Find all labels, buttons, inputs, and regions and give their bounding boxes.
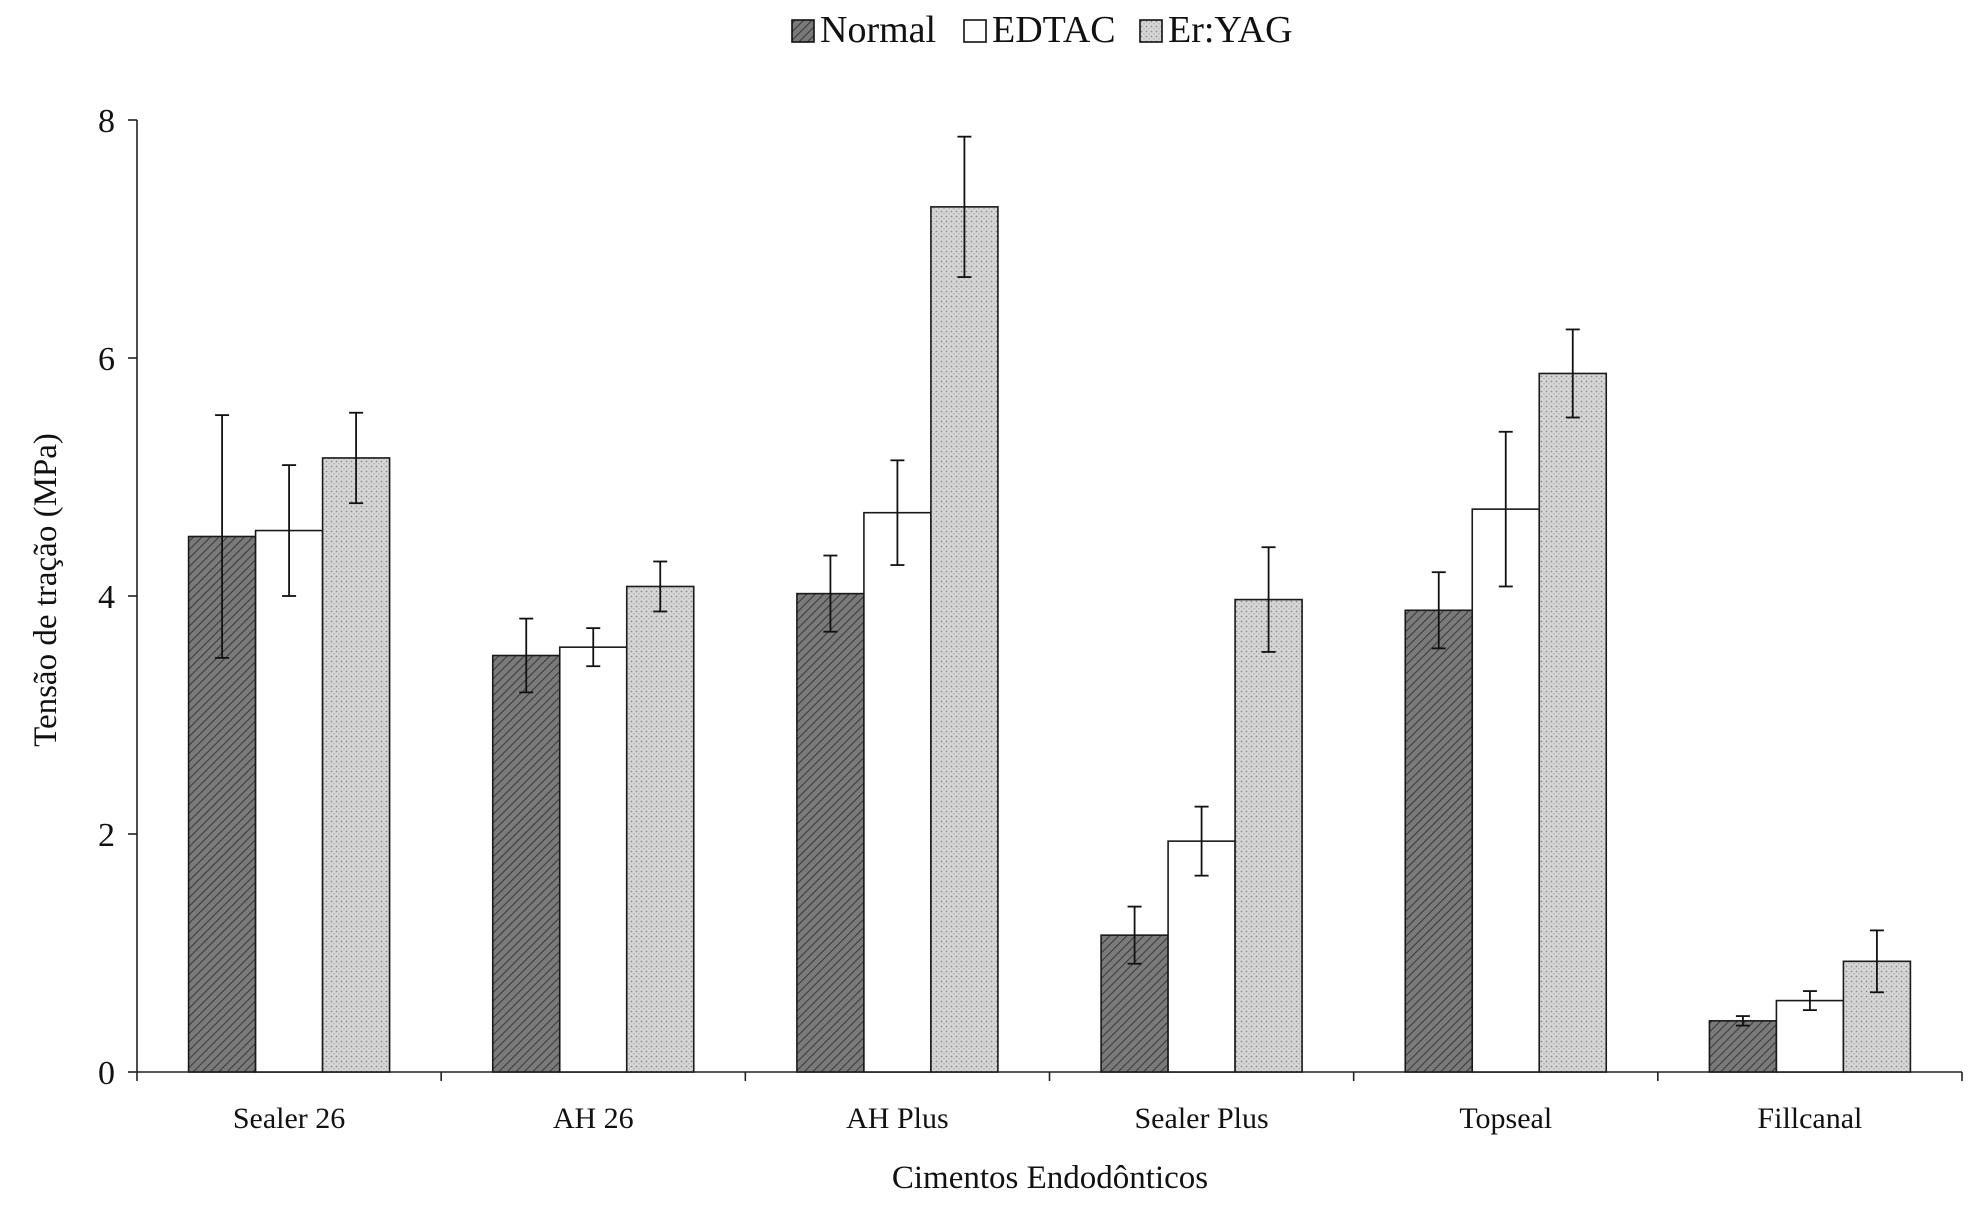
bar-edtac <box>1775 999 1845 1073</box>
y-tick-label: 8 <box>98 103 115 140</box>
axes: 0 2 4 6 8 Sealer 26 AH 26 AH Plus Sealer Plus Top… <box>98 103 1963 1135</box>
legend: Normal EDTAC Er:YAG <box>791 9 1293 51</box>
x-category-label: AH Plus <box>846 1102 949 1135</box>
bar-normal <box>491 654 561 1073</box>
bar-normal <box>1404 609 1474 1073</box>
x-axis-title: Cimentos Endodônticos <box>892 1160 1208 1196</box>
bar-er-yag <box>1538 372 1608 1073</box>
bar-er-yag <box>1234 598 1303 1073</box>
y-axis-title: Tensão de tração (MPa) <box>28 433 64 747</box>
legend-swatch-normal <box>791 19 815 43</box>
x-category-label: AH 26 <box>553 1102 634 1135</box>
bar-er-yag <box>321 457 391 1073</box>
error-bars-group <box>215 135 1884 1027</box>
bar-edtac <box>863 511 932 1073</box>
bar-normal <box>796 592 865 1073</box>
bar-edtac <box>1471 508 1541 1073</box>
bar-edtac <box>558 646 628 1073</box>
legend-label: Er:YAG <box>1168 9 1293 51</box>
legend-label: Normal <box>820 9 936 51</box>
y-tick-label: 0 <box>98 1055 115 1092</box>
x-category-label: Fillcanal <box>1757 1102 1862 1135</box>
y-tick-label: 4 <box>98 579 115 616</box>
bar-edtac <box>1167 840 1236 1073</box>
y-tick-label: 6 <box>98 341 115 378</box>
bar-edtac <box>254 529 324 1073</box>
x-category-label: Topseal <box>1459 1102 1552 1135</box>
bar-er-yag <box>625 585 695 1073</box>
x-category-label: Sealer Plus <box>1135 1102 1269 1135</box>
bar-normal <box>1708 1020 1778 1073</box>
legend-label: EDTAC <box>992 9 1116 51</box>
x-category-label: Sealer 26 <box>233 1102 345 1135</box>
legend-swatch-er-yag <box>1139 19 1163 43</box>
bar-er-yag <box>930 206 999 1073</box>
y-tick-label: 2 <box>98 817 115 854</box>
legend-swatch-edtac <box>963 19 987 43</box>
bars-group <box>187 206 1912 1073</box>
